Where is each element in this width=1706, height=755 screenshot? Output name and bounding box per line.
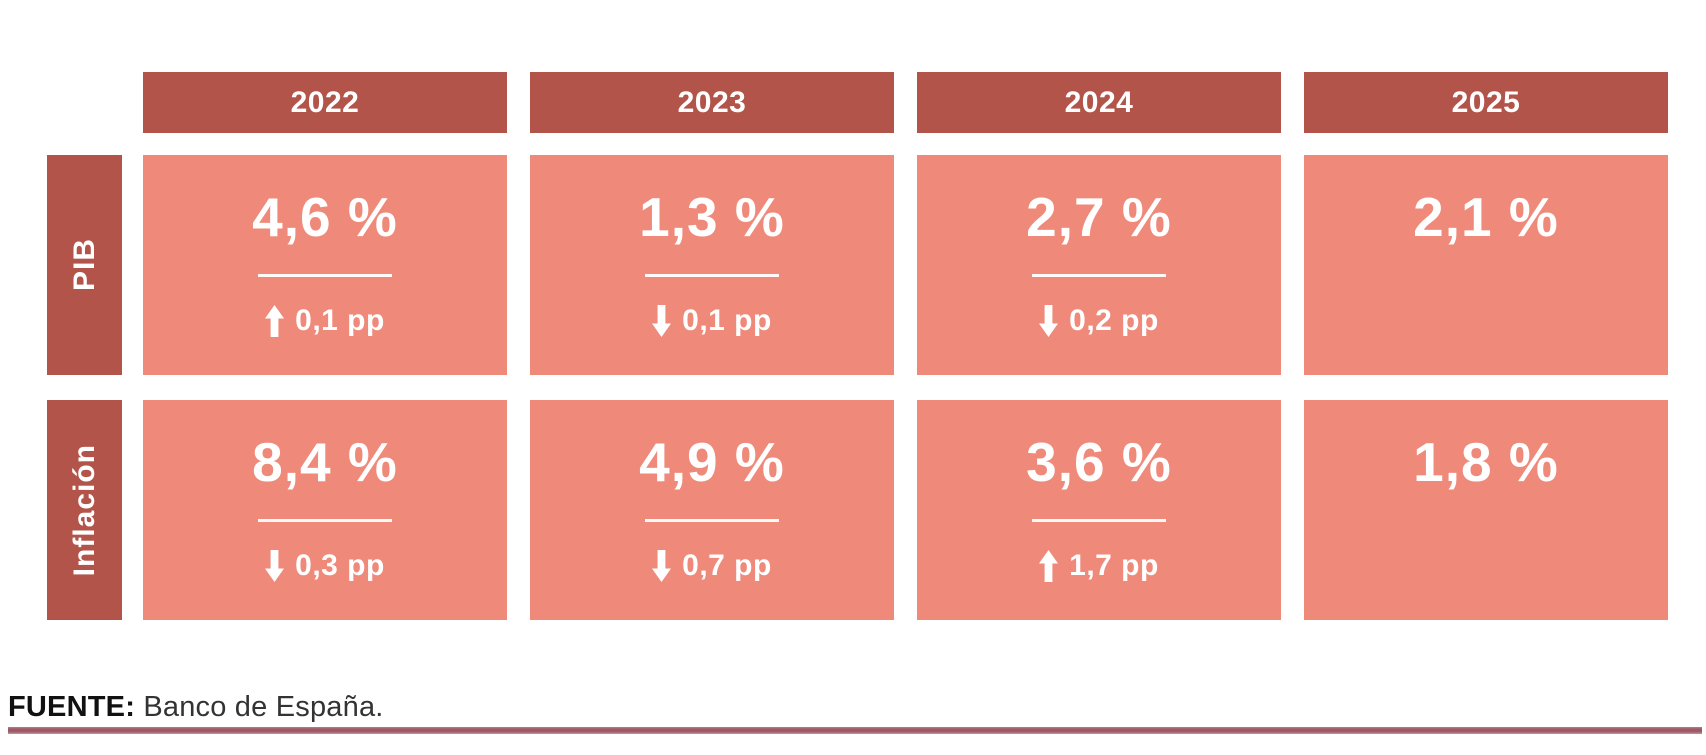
- year-label: 2025: [1451, 85, 1521, 119]
- row-label-inflacion: Inflación: [47, 400, 122, 620]
- cell-inflacion-2022: 8,4 % 0,3 pp: [143, 400, 507, 620]
- cell-inflacion-2023: 4,9 % 0,7 pp: [530, 400, 894, 620]
- up-arrow-icon: [1039, 550, 1059, 582]
- cell-value: 4,9 %: [639, 431, 785, 493]
- source-note: FUENTE: Banco de España.: [8, 691, 384, 724]
- up-arrow-icon: [265, 305, 285, 337]
- cell-separator-line: [645, 519, 779, 522]
- down-arrow-icon: [265, 550, 285, 582]
- year-label: 2024: [1064, 85, 1134, 119]
- cell-value: 1,8 %: [1413, 431, 1559, 493]
- cell-separator-line: [1032, 274, 1166, 277]
- cell-value: 3,6 %: [1026, 431, 1172, 493]
- cell-revision: 0,3 pp: [143, 548, 507, 584]
- cell-revision: 0,2 pp: [917, 303, 1281, 339]
- cell-revision: 0,1 pp: [530, 303, 894, 339]
- cell-value: 8,4 %: [252, 431, 398, 493]
- cell-pib-2024: 2,7 % 0,2 pp: [917, 155, 1281, 375]
- cell-value: 1,3 %: [639, 186, 785, 248]
- year-header-2023: 2023: [530, 72, 894, 133]
- row-label-text: PIB: [67, 238, 101, 292]
- cell-value: 2,1 %: [1413, 186, 1559, 248]
- cell-pib-2023: 1,3 % 0,1 pp: [530, 155, 894, 375]
- down-arrow-icon: [1039, 305, 1059, 337]
- cell-separator-line: [258, 519, 392, 522]
- revision-value: 0,2 pp: [1069, 304, 1159, 337]
- cell-pib-2022: 4,6 % 0,1 pp: [143, 155, 507, 375]
- cell-inflacion-2025: 1,8 %: [1304, 400, 1668, 620]
- cell-separator-line: [1032, 519, 1166, 522]
- cell-inflacion-2024: 3,6 % 1,7 pp: [917, 400, 1281, 620]
- source-text: Banco de España.: [135, 691, 384, 723]
- cell-revision: 0,1 pp: [143, 303, 507, 339]
- year-header-2022: 2022: [143, 72, 507, 133]
- year-header-2025: 2025: [1304, 72, 1668, 133]
- cell-revision: 1,7 pp: [917, 548, 1281, 584]
- revision-value: 0,1 pp: [682, 304, 772, 337]
- cell-separator-line: [258, 274, 392, 277]
- source-label: FUENTE:: [8, 691, 136, 723]
- year-label: 2022: [290, 85, 360, 119]
- revision-value: 1,7 pp: [1069, 549, 1159, 582]
- down-arrow-icon: [652, 305, 672, 337]
- row-label-pib: PIB: [47, 155, 122, 375]
- row-label-text: Inflación: [67, 443, 101, 577]
- cell-value: 4,6 %: [252, 186, 398, 248]
- bottom-rule-divider: [8, 727, 1702, 734]
- revision-value: 0,3 pp: [295, 549, 385, 582]
- cell-separator-line: [645, 274, 779, 277]
- cell-value: 2,7 %: [1026, 186, 1172, 248]
- down-arrow-icon: [652, 550, 672, 582]
- revision-value: 0,7 pp: [682, 549, 772, 582]
- revision-value: 0,1 pp: [295, 304, 385, 337]
- cell-revision: 0,7 pp: [530, 548, 894, 584]
- year-label: 2023: [677, 85, 747, 119]
- cell-pib-2025: 2,1 %: [1304, 155, 1668, 375]
- year-header-2024: 2024: [917, 72, 1281, 133]
